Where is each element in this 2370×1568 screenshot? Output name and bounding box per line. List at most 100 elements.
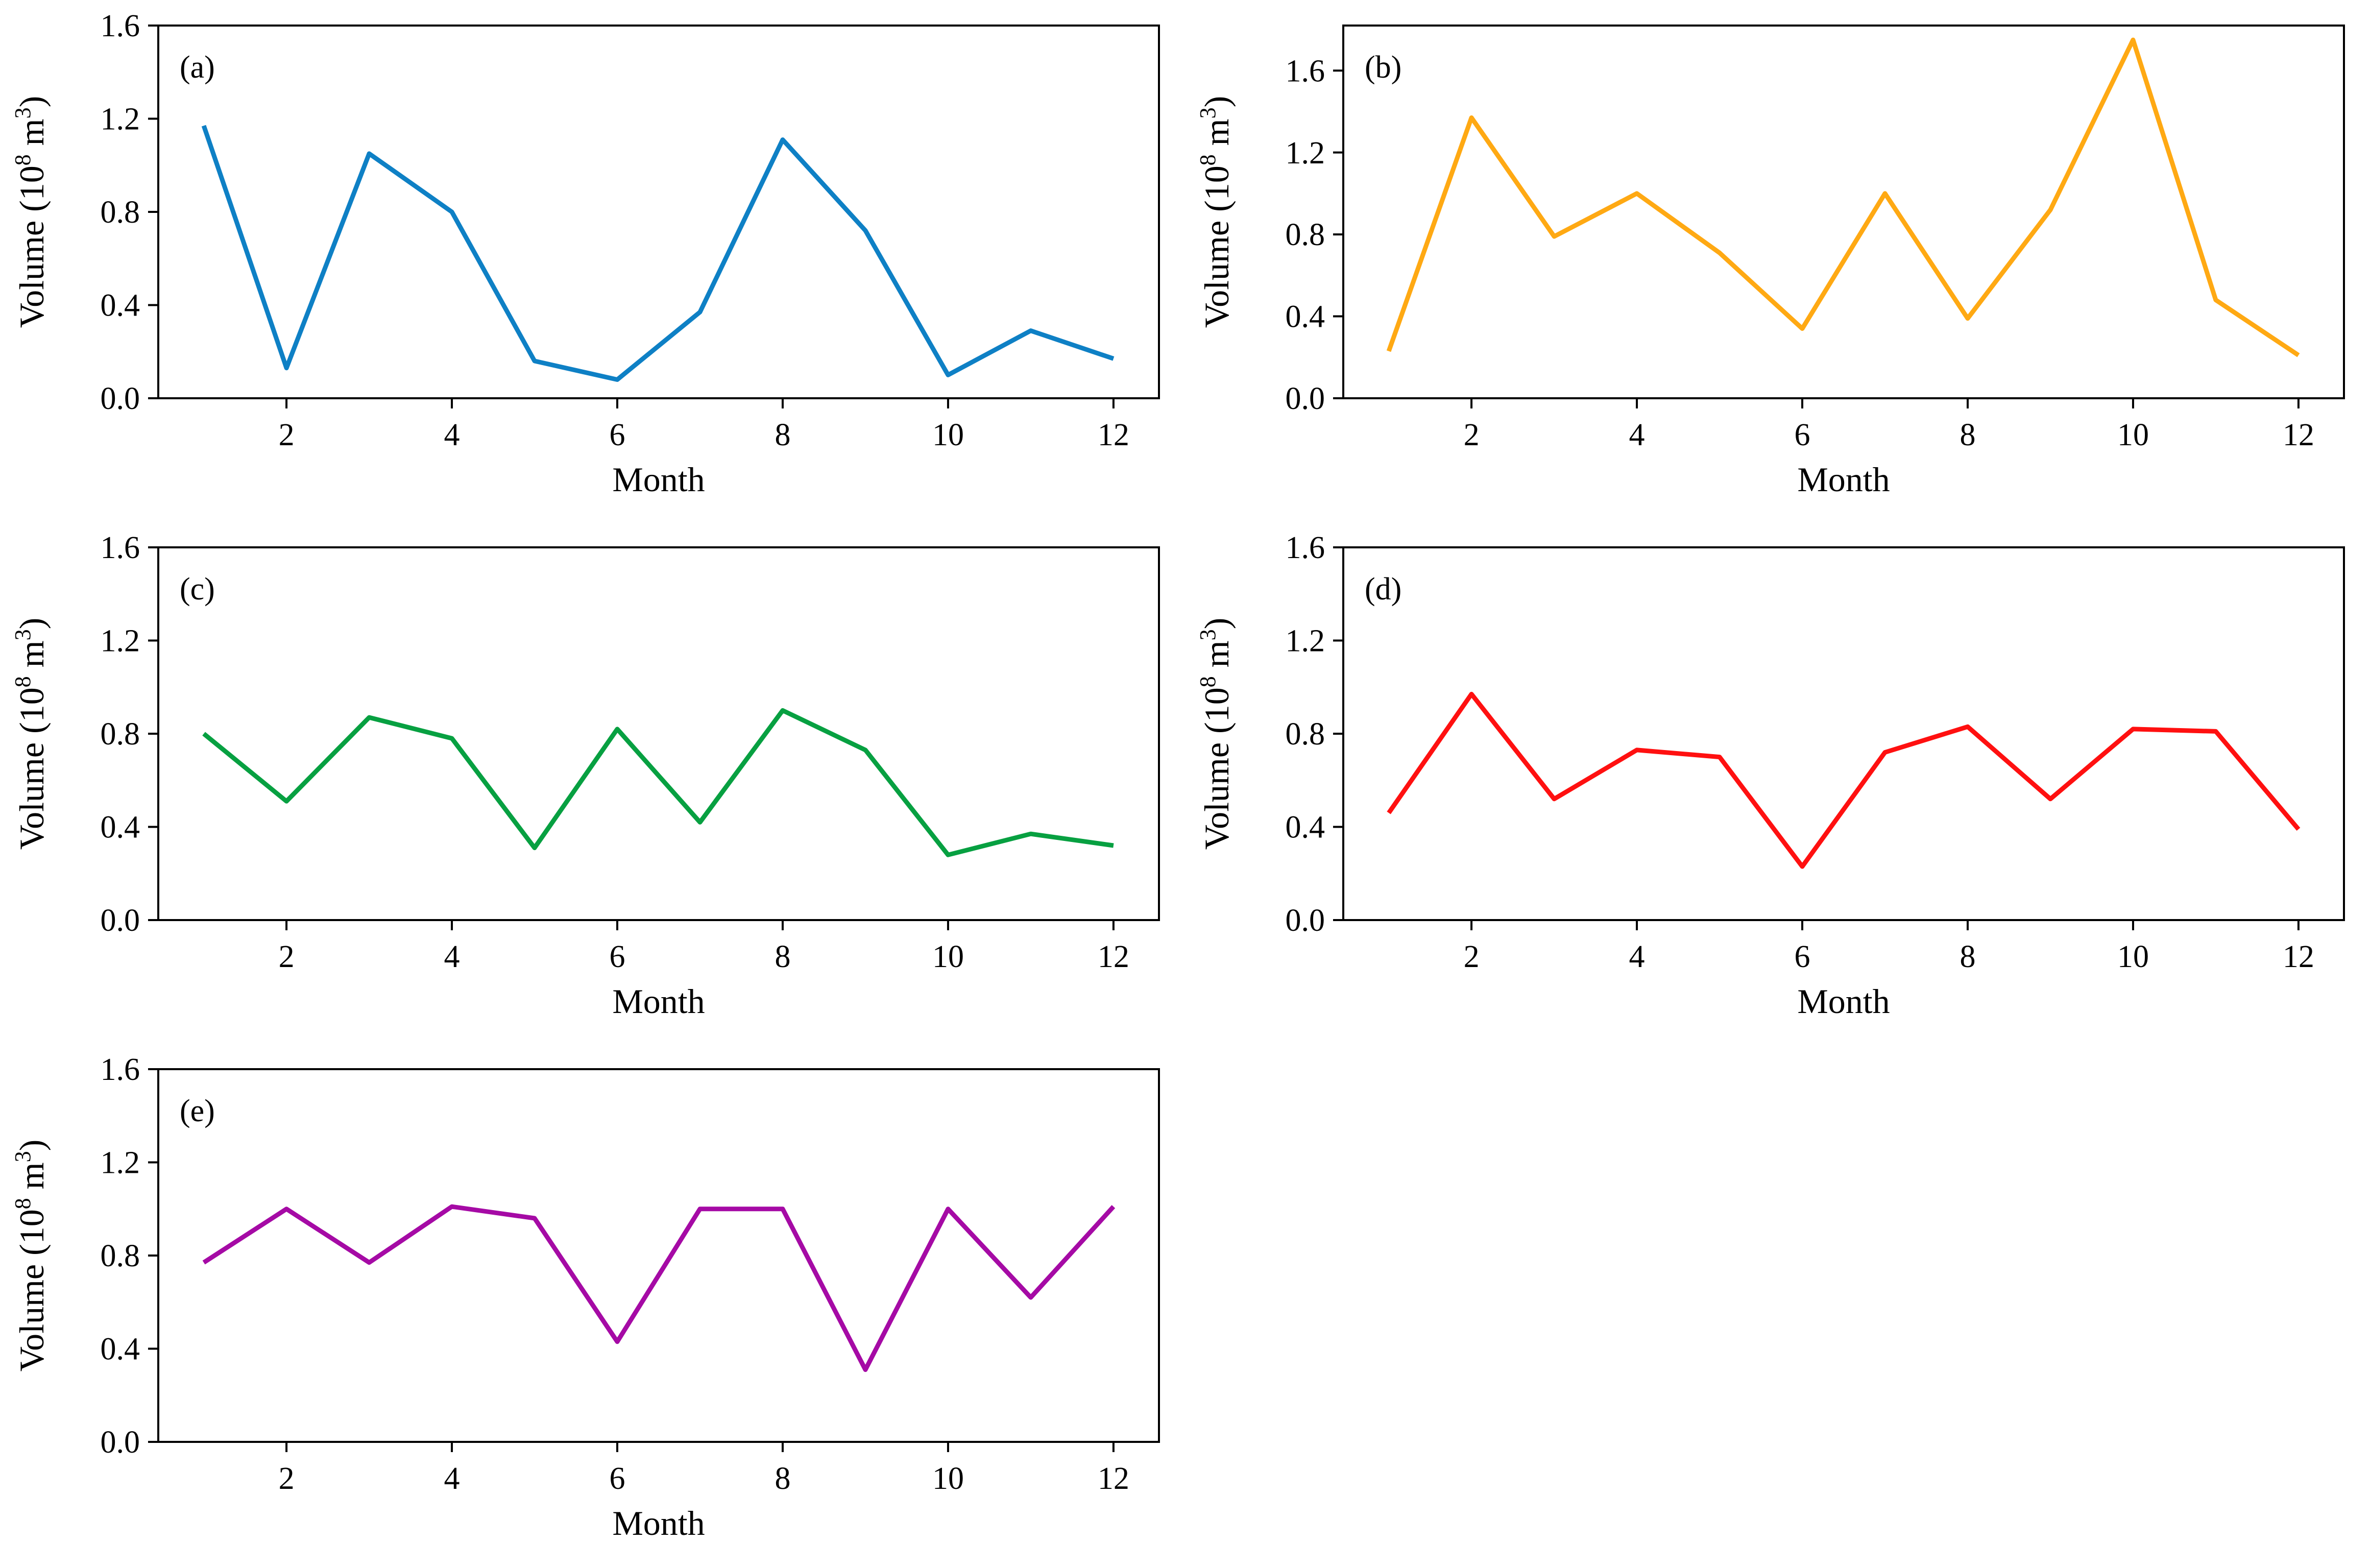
- line-chart: 2 4 6 8 10 12 0.0 0.4 0.8 1.2 1.6 Month Volume (108 …: [10, 9, 1160, 499]
- chart-panel-a: 2 4 6 8 10 12 0.0 0.4 0.8 1.2 1.6 Month Volume (108 …: [0, 0, 1185, 522]
- superscript: 3: [10, 1151, 35, 1162]
- axes-spines: [1342, 25, 2345, 399]
- series-line: [1387, 691, 2301, 869]
- chart-panel-d: 2 4 6 8 10 12 0.0 0.4 0.8 1.2 1.6 Month Volume (108 …: [1185, 522, 2370, 1044]
- chart-panel-c: 2 4 6 8 10 12 0.0 0.4 0.8 1.2 1.6 Month Volume (108 …: [0, 522, 1185, 1044]
- x-tick-label: 8: [775, 418, 790, 452]
- y-axis-label: Volume (108 m3): [10, 1140, 51, 1372]
- superscript: 8: [1195, 676, 1220, 687]
- chart-panel-b: 2 4 6 8 10 12 0.0 0.4 0.8 1.2 1.6 Month Volume (108 …: [1185, 0, 2370, 522]
- x-tick-label: 4: [444, 1461, 460, 1496]
- y-tick-label: 0.4: [1286, 300, 1325, 334]
- x-tick-label: 8: [775, 939, 790, 974]
- axes-spines: [1342, 546, 2345, 921]
- x-axis-label: Month: [1797, 460, 1890, 499]
- x-axis-label: Month: [1797, 982, 1890, 1021]
- axes-spines: [157, 546, 1160, 921]
- x-tick-label: 12: [2283, 418, 2314, 452]
- superscript: 3: [10, 629, 35, 640]
- x-tick-label: 8: [775, 1461, 790, 1496]
- y-tick-label: 1.6: [101, 1052, 140, 1087]
- y-tick-label: 0.4: [101, 810, 140, 845]
- x-tick-label: 2: [279, 418, 295, 452]
- y-tick-label: 0.8: [101, 195, 140, 230]
- x-tick-label: 6: [1795, 939, 1810, 974]
- x-tick-label: 2: [1464, 939, 1480, 974]
- x-tick-label: 6: [610, 1461, 625, 1496]
- y-tick-label: 1.6: [1286, 530, 1325, 565]
- x-tick-label: 4: [444, 939, 460, 974]
- superscript: 3: [10, 107, 35, 118]
- y-tick-label: 0.8: [1286, 218, 1325, 252]
- empty-cell: [1185, 1044, 2370, 1565]
- y-tick-label: 1.6: [101, 9, 140, 43]
- panel-letter: (d): [1365, 572, 1401, 607]
- line-chart: 2 4 6 8 10 12 0.0 0.4 0.8 1.2 1.6 Month Volume (108 …: [10, 530, 1160, 1021]
- x-tick-label: 4: [1629, 418, 1645, 452]
- x-tick-label: 8: [1960, 939, 1975, 974]
- x-tick-label: 10: [2117, 939, 2149, 974]
- y-tick-label: 1.6: [101, 530, 140, 565]
- y-tick-label: 1.2: [1286, 136, 1325, 171]
- x-tick-label: 6: [1795, 418, 1810, 452]
- y-tick-label: 0.8: [101, 717, 140, 752]
- x-axis-label: Month: [612, 460, 705, 499]
- y-tick-label: 1.2: [101, 1146, 140, 1180]
- x-tick-label: 12: [1098, 939, 1129, 974]
- x-tick-label: 12: [1098, 1461, 1129, 1496]
- y-tick-label: 0.0: [101, 1425, 140, 1460]
- x-tick-label: 10: [932, 939, 964, 974]
- superscript: 3: [1195, 107, 1220, 118]
- x-tick-label: 10: [932, 418, 964, 452]
- x-tick-label: 12: [1098, 418, 1129, 452]
- line-chart: 2 4 6 8 10 12 0.0 0.4 0.8 1.2 1.6 Month Volume (108 …: [10, 1052, 1160, 1542]
- line-chart: 2 4 6 8 10 12 0.0 0.4 0.8 1.2 1.6 Month Volume (108 …: [1195, 25, 2345, 499]
- y-axis-label: Volume (108 m3): [1195, 618, 1236, 850]
- x-tick-label: 6: [610, 939, 625, 974]
- x-tick-label: 10: [932, 1461, 964, 1496]
- y-tick-label: 1.6: [1286, 54, 1325, 88]
- x-tick-label: 4: [1629, 939, 1645, 974]
- axes-spines: [157, 1068, 1160, 1443]
- x-tick-label: 12: [2283, 939, 2314, 974]
- series-line: [1386, 37, 2300, 357]
- y-tick-label: 0.4: [101, 1332, 140, 1367]
- series-line: [202, 708, 1114, 857]
- y-tick-label: 0.8: [1286, 717, 1325, 752]
- line-chart: 2 4 6 8 10 12 0.0 0.4 0.8 1.2 1.6 Month Volume (108 …: [1195, 530, 2345, 1021]
- y-tick-label: 1.2: [101, 102, 140, 137]
- panel-letter: (b): [1365, 50, 1401, 85]
- superscript: 3: [1195, 629, 1220, 640]
- y-tick-label: 0.0: [101, 381, 140, 416]
- panel-letter: (a): [180, 50, 215, 85]
- series-line: [201, 125, 1115, 382]
- x-tick-label: 10: [2117, 418, 2149, 452]
- y-tick-label: 1.2: [1286, 624, 1325, 659]
- panel-letter: (e): [180, 1094, 215, 1128]
- panel-letter: (c): [180, 572, 215, 607]
- chart-panel-e: 2 4 6 8 10 12 0.0 0.4 0.8 1.2 1.6 Month Volume (108 …: [0, 1044, 1185, 1565]
- y-tick-label: 0.8: [101, 1239, 140, 1273]
- y-tick-label: 1.2: [101, 624, 140, 659]
- superscript: 8: [1195, 154, 1220, 165]
- y-axis-label: Volume (108 m3): [10, 96, 51, 328]
- x-tick-label: 4: [444, 418, 460, 452]
- x-axis-label: Month: [612, 982, 705, 1021]
- x-tick-label: 2: [279, 939, 295, 974]
- series-line: [202, 1204, 1116, 1372]
- superscript: 8: [10, 154, 35, 165]
- y-tick-label: 0.0: [101, 903, 140, 938]
- y-tick-label: 0.4: [1286, 810, 1325, 845]
- x-tick-label: 2: [1464, 418, 1480, 452]
- y-axis-label: Volume (108 m3): [1195, 96, 1236, 328]
- x-tick-label: 6: [610, 418, 625, 452]
- superscript: 8: [10, 1198, 35, 1209]
- x-axis-label: Month: [612, 1504, 705, 1542]
- superscript: 8: [10, 676, 35, 687]
- y-tick-label: 0.4: [101, 288, 140, 323]
- x-tick-label: 8: [1960, 418, 1975, 452]
- x-tick-label: 2: [279, 1461, 295, 1496]
- y-tick-label: 0.0: [1286, 903, 1325, 938]
- y-tick-label: 0.0: [1286, 381, 1325, 416]
